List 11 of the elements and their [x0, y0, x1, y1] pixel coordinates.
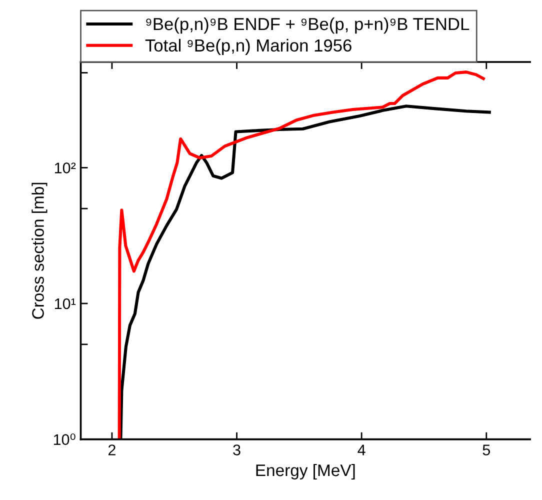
y-tick-label: 10⁰	[54, 433, 76, 445]
y-tick-label: 10²	[54, 162, 76, 174]
x-tick-label: 4	[358, 444, 366, 456]
y-axis-title: Cross section [mb]	[32, 182, 48, 319]
x-tick-label: 3	[233, 444, 240, 456]
legend-label: Total ⁹Be(p,n) Marion 1956	[145, 38, 352, 56]
x-tick-label: 2	[108, 444, 116, 456]
legend-label: ⁹Be(p,n)⁹B ENDF + ⁹Be(p, p+n)⁹B TENDL	[146, 17, 470, 34]
y-tick-label: 10¹	[54, 298, 76, 310]
x-axis-title: Energy [MeV]	[256, 464, 355, 480]
x-tick-label: 5	[482, 444, 490, 456]
